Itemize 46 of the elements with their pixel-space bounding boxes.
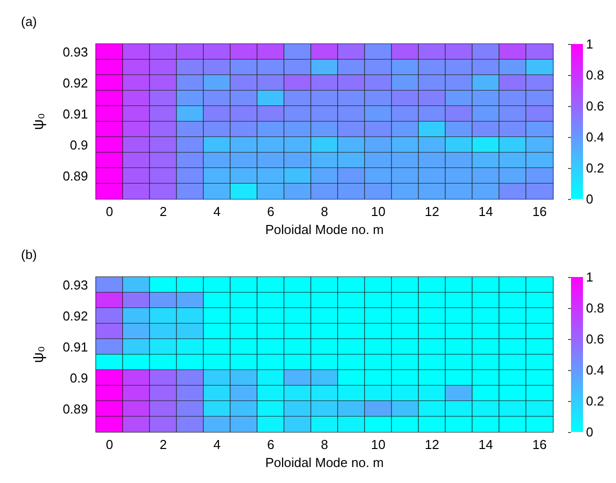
x-tick-label: 2 <box>160 437 167 452</box>
color-bar-label: 0.4 <box>586 362 604 378</box>
color-bar-label: 0.8 <box>586 68 604 82</box>
x-tick-label: 8 <box>320 204 328 219</box>
y-axis-title: ψ₀ <box>30 113 47 130</box>
x-tick-label: 10 <box>371 437 386 452</box>
y-tick-label: 0.92 <box>62 75 88 90</box>
y-tick-label: 0.93 <box>62 277 88 292</box>
color-bar-label: 1 <box>586 270 594 284</box>
x-tick-label: 12 <box>424 437 440 452</box>
x-tick-label: 2 <box>160 204 167 219</box>
color-bar-label: 0.6 <box>586 98 604 114</box>
x-tick-label: 6 <box>267 204 274 219</box>
x-tick-label: 16 <box>532 437 547 452</box>
x-tick-label: 4 <box>213 204 221 219</box>
color-bar-label: 0.8 <box>586 300 604 316</box>
x-tick-label: 4 <box>213 437 221 452</box>
color-bar-label: 1 <box>586 36 594 52</box>
y-tick-label: 0.91 <box>62 339 88 354</box>
color-bar-label: 0.4 <box>586 130 604 144</box>
x-tick-label: 0 <box>106 204 114 219</box>
x-tick-label: 6 <box>267 437 274 452</box>
x-tick-label: 14 <box>478 437 494 452</box>
x-tick-label: 16 <box>532 204 547 219</box>
y-tick-label: 0.89 <box>62 168 88 184</box>
chart-title: (b) <box>21 247 37 262</box>
color-bar-label: 0.6 <box>586 332 604 346</box>
y-tick-label: 0.93 <box>62 44 88 60</box>
color-bar-label: 0.2 <box>586 160 604 176</box>
y-axis-title: ψ₀ <box>30 346 47 363</box>
y-tick-label: 0.91 <box>62 106 88 122</box>
y-tick-label: 0.89 <box>62 401 88 416</box>
color-bar-label: 0 <box>586 192 594 206</box>
color-bar-label: 0.2 <box>586 394 604 408</box>
x-tick-label: 14 <box>478 204 494 219</box>
y-tick-label: 0.9 <box>70 370 88 386</box>
x-tick-label: 10 <box>371 204 386 219</box>
x-tick-label: 8 <box>320 437 328 452</box>
x-tick-label: 0 <box>106 437 114 452</box>
x-axis-title: Poloidal Mode no. m <box>265 454 384 470</box>
x-axis-title: Poloidal Mode no. m <box>265 222 384 237</box>
y-tick-label: 0.9 <box>70 137 88 152</box>
y-tick-label: 0.92 <box>62 308 88 324</box>
x-tick-label: 12 <box>424 204 440 219</box>
chart-title: (a) <box>21 14 37 29</box>
color-bar-label: 0 <box>586 424 594 440</box>
